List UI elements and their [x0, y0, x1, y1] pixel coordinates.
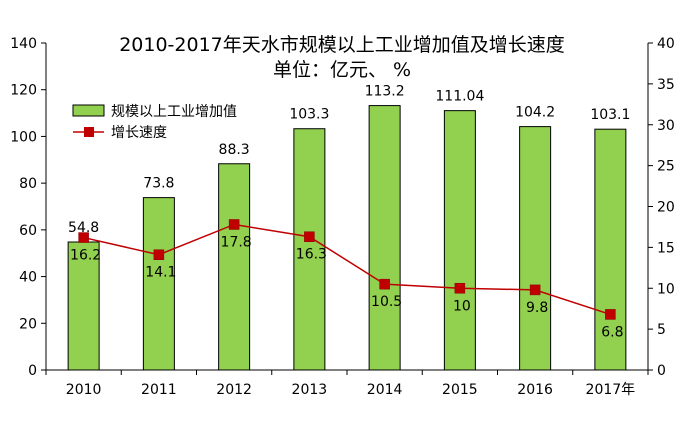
- bar: [519, 126, 552, 371]
- bar: [142, 197, 175, 371]
- line-value-label: 6.8: [601, 324, 623, 340]
- x-tick-label: 2016: [517, 382, 553, 398]
- x-tick-label: 2010: [66, 382, 102, 398]
- y-right-tick-label: 5: [657, 322, 666, 338]
- legend-line-label: 增长速度: [111, 125, 167, 141]
- chart-title: 2010-2017年天水市规模以上工业增加值及增长速度: [119, 34, 565, 56]
- line-value-label: 9.8: [526, 300, 548, 316]
- x-tick-label: 2011: [141, 382, 177, 398]
- bar-value-label: 103.1: [590, 107, 630, 123]
- line-point-marker: [228, 219, 240, 230]
- y-right-tick-label: 40: [657, 36, 675, 52]
- legend-bar-label: 规模以上工业增加值: [111, 104, 237, 120]
- legend-line-marker: [84, 127, 94, 137]
- x-tick-label: 2013: [292, 382, 328, 398]
- line-point-marker: [304, 231, 315, 242]
- bar: [218, 163, 251, 371]
- y-left-tick-label: 0: [28, 363, 37, 379]
- line-value-label: 10: [453, 298, 471, 314]
- line-point-marker: [153, 249, 165, 260]
- x-tick-label: 2015: [442, 382, 478, 398]
- bar-value-label: 103.3: [289, 107, 329, 123]
- bar-value-label: 111.04: [435, 89, 484, 105]
- y-left-tick-label: 100: [10, 129, 37, 145]
- line-point-marker: [78, 232, 89, 243]
- y-left-tick-label: 60: [19, 223, 37, 239]
- bar: [368, 105, 401, 371]
- bar: [443, 110, 476, 371]
- line-value-label: 16.3: [296, 247, 327, 263]
- y-right-tick-label: 10: [657, 281, 675, 297]
- x-tick-label: 2014: [367, 382, 403, 398]
- bar: [293, 128, 326, 371]
- bar-value-label: 104.2: [515, 105, 555, 121]
- y-left-tick-label: 140: [10, 36, 37, 52]
- line-point-marker: [605, 309, 616, 320]
- x-tick-label: 2012: [216, 382, 252, 398]
- line-value-label: 14.1: [145, 265, 176, 281]
- y-left-tick-label: 80: [19, 176, 37, 192]
- y-right-tick-label: 25: [657, 159, 675, 175]
- y-left-tick-label: 40: [19, 270, 37, 286]
- y-left-tick-label: 20: [19, 316, 37, 332]
- bar-value-label: 113.2: [365, 84, 405, 100]
- y-right-tick-label: 15: [657, 240, 675, 256]
- y-left-tick-label: 120: [10, 83, 37, 99]
- bar: [594, 128, 627, 371]
- y-right-tick-label: 0: [657, 363, 666, 379]
- line-point-marker: [379, 278, 390, 290]
- chart-subtitle: 单位：亿元、 %: [272, 59, 412, 81]
- y-right-tick-label: 20: [657, 200, 675, 216]
- line-point-marker: [454, 283, 466, 294]
- bar-value-label: 73.8: [143, 176, 174, 192]
- line-point-marker: [529, 284, 541, 296]
- bar: [67, 241, 100, 371]
- bar-value-label: 88.3: [219, 142, 250, 158]
- y-right-tick-label: 35: [657, 77, 675, 93]
- legend-bar-swatch: [72, 104, 105, 117]
- x-tick-label: 2017年: [586, 382, 636, 398]
- line-value-label: 10.5: [371, 294, 402, 310]
- line-value-label: 17.8: [221, 234, 252, 250]
- bar-value-label: 54.8: [68, 220, 99, 236]
- y-right-tick-label: 30: [657, 118, 675, 134]
- growth-rate-line: [83, 223, 611, 316]
- line-value-label: 16.2: [70, 248, 101, 264]
